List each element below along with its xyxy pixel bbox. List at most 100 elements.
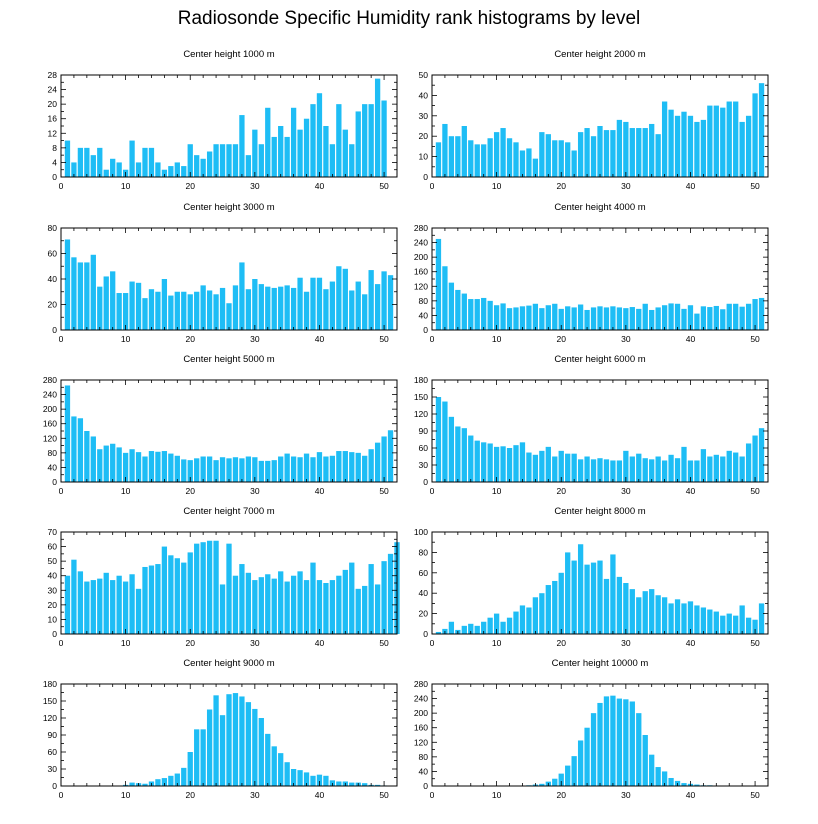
histogram-bar xyxy=(245,456,252,482)
y-tick-label: 120 xyxy=(414,281,428,291)
histogram-bar xyxy=(707,307,713,330)
histogram-bar xyxy=(155,779,161,786)
y-tick-label: 120 xyxy=(43,713,57,723)
y-tick-label: 120 xyxy=(414,409,428,419)
x-tick-label: 50 xyxy=(379,638,389,648)
histogram-bar xyxy=(355,281,361,330)
histogram-bar xyxy=(577,304,584,330)
histogram-bar xyxy=(649,459,655,482)
histogram-bar xyxy=(629,456,635,482)
histogram-bar xyxy=(442,401,448,482)
histogram-bar xyxy=(77,571,84,634)
histogram-bar xyxy=(590,713,597,786)
histogram-bar xyxy=(265,107,271,177)
histogram-bar xyxy=(329,281,336,330)
x-tick-label: 30 xyxy=(621,181,631,191)
histogram-bar xyxy=(342,129,348,177)
histogram-bar xyxy=(174,291,180,330)
panel-title: Center height 5000 m xyxy=(183,354,274,365)
histogram-bar xyxy=(148,147,155,177)
y-tick-label: 80 xyxy=(419,752,429,762)
histogram-bar xyxy=(590,562,597,634)
x-tick-label: 40 xyxy=(315,334,325,344)
histogram-bar xyxy=(752,619,758,634)
histogram-bar xyxy=(226,458,232,482)
y-tick-label: 60 xyxy=(419,443,429,453)
histogram-bar xyxy=(290,769,297,786)
histogram-bar xyxy=(513,142,519,177)
histogram-bar xyxy=(278,286,284,330)
histogram-bar xyxy=(539,132,545,177)
histogram-bar xyxy=(590,136,597,177)
x-tick-label: 50 xyxy=(379,181,389,191)
histogram-bar xyxy=(310,277,316,330)
y-tick-label: 40 xyxy=(48,571,58,581)
histogram-bar xyxy=(487,443,493,482)
histogram-bar xyxy=(726,101,732,177)
histogram-bar xyxy=(155,564,161,634)
histogram-bar xyxy=(232,457,239,482)
histogram-bar xyxy=(655,134,661,177)
x-tick-label: 10 xyxy=(121,790,131,800)
histogram-bar xyxy=(116,447,122,482)
histogram-bar xyxy=(571,307,577,330)
histogram-bar xyxy=(97,449,103,482)
histogram-bar xyxy=(374,78,381,177)
histogram-bar xyxy=(232,144,239,177)
histogram-bar xyxy=(232,693,239,786)
histogram-bar xyxy=(700,119,707,177)
histogram-bar xyxy=(148,451,155,482)
histogram-bar xyxy=(674,303,681,330)
histogram-bar xyxy=(303,453,310,482)
histogram-bar xyxy=(668,603,674,634)
y-tick-label: 0 xyxy=(52,477,57,487)
y-tick-label: 80 xyxy=(48,223,58,233)
histogram-bar xyxy=(700,607,707,634)
histogram-bar xyxy=(707,456,713,482)
histogram-bar xyxy=(194,291,200,330)
x-tick-label: 10 xyxy=(121,486,131,496)
histogram-bar xyxy=(532,597,539,634)
y-tick-label: 160 xyxy=(414,723,428,733)
histogram-bar xyxy=(571,150,577,177)
histogram-bar xyxy=(597,306,603,330)
histogram-bar xyxy=(355,588,361,634)
histogram-bar xyxy=(565,142,571,177)
histogram-bar xyxy=(290,287,297,330)
histogram-bar xyxy=(374,584,381,634)
histogram-bar xyxy=(297,571,303,634)
histogram-bar xyxy=(739,306,745,330)
histogram-bar xyxy=(616,119,623,177)
x-tick-label: 0 xyxy=(430,334,435,344)
histogram-bar xyxy=(745,115,752,177)
histogram-bar xyxy=(687,305,694,330)
histogram-bar xyxy=(284,285,290,330)
histogram-bar xyxy=(590,307,597,330)
panel-6: Center height 6000 m 0 10 20 30 40 50 0 30 60 90 12… xyxy=(414,354,769,496)
histogram-bar xyxy=(674,458,681,482)
histogram-bar xyxy=(84,431,90,482)
histogram-bar xyxy=(278,126,284,177)
histogram-bar xyxy=(577,459,584,482)
y-tick-label: 40 xyxy=(419,310,429,320)
histogram-bar xyxy=(110,271,116,330)
histogram-bar xyxy=(64,385,71,482)
histogram-bar xyxy=(336,266,342,330)
histogram-bar xyxy=(90,436,96,482)
x-tick-label: 50 xyxy=(750,486,760,496)
histogram-bar xyxy=(552,456,558,482)
histogram-bar xyxy=(129,140,135,177)
histogram-bar xyxy=(661,771,668,786)
histogram-bar xyxy=(219,584,226,634)
x-tick-label: 0 xyxy=(430,638,435,648)
histogram-bar xyxy=(64,140,71,177)
histogram-bar xyxy=(129,449,135,482)
histogram-bar xyxy=(500,128,506,177)
histogram-bar xyxy=(468,435,474,482)
x-tick-label: 50 xyxy=(379,486,389,496)
histogram-bar xyxy=(278,571,284,634)
histogram-bar xyxy=(558,140,564,177)
histogram-bar xyxy=(258,460,264,482)
histogram-bar xyxy=(271,287,277,330)
x-tick-label: 0 xyxy=(430,181,435,191)
